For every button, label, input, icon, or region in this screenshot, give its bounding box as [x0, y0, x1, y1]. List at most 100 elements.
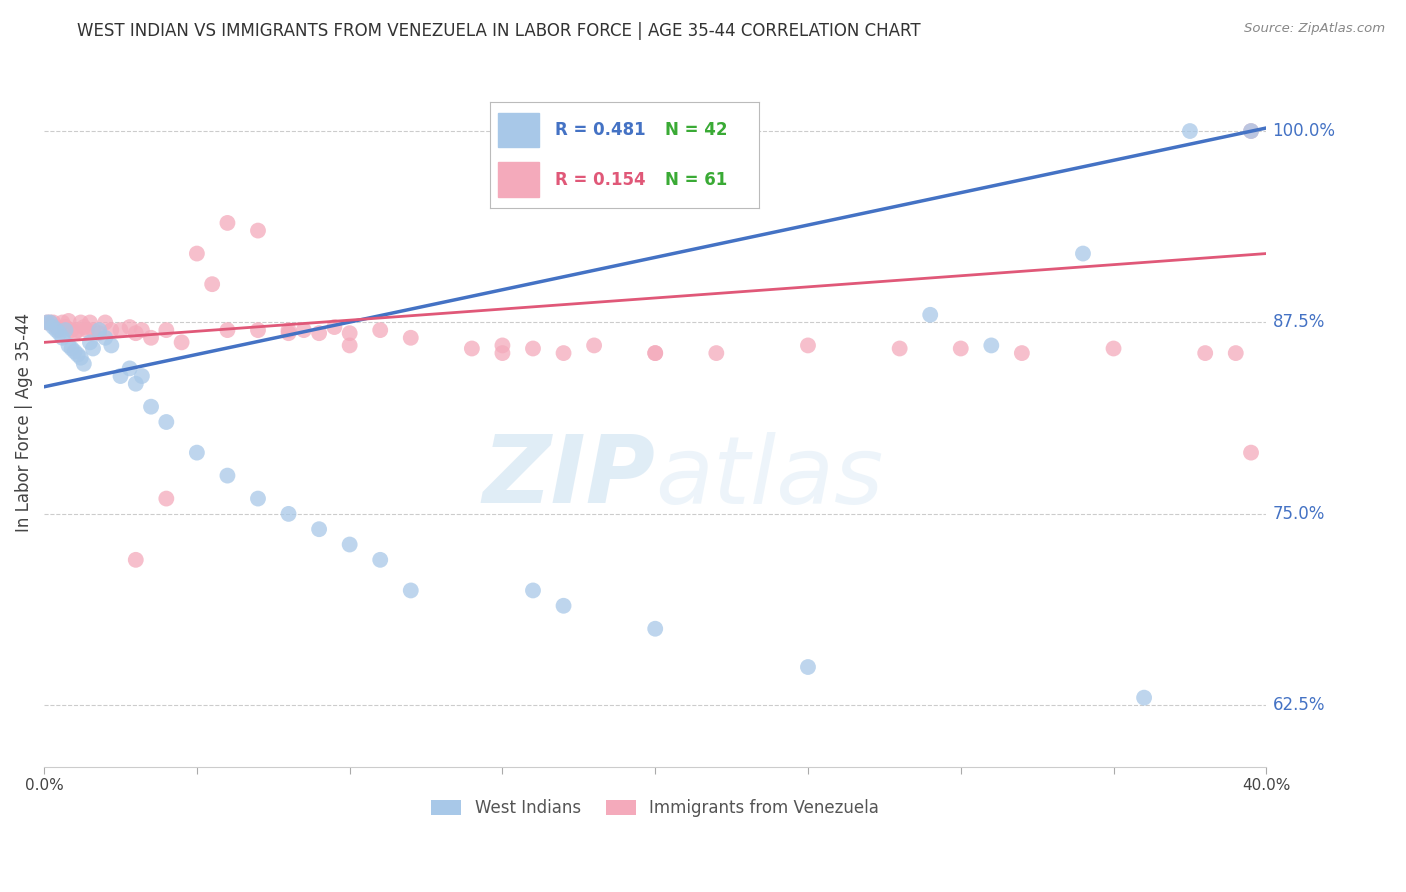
Point — [87, 323, 110, 337]
Point — [704, 346, 727, 360]
Point — [55, 323, 77, 337]
Point — [39, 316, 62, 330]
Point — [42, 316, 65, 330]
Point — [889, 342, 911, 356]
Text: atlas: atlas — [655, 432, 883, 523]
Point — [553, 599, 575, 613]
Point — [118, 361, 141, 376]
Point — [217, 468, 239, 483]
Point — [45, 323, 67, 337]
Point — [131, 369, 153, 384]
Point — [118, 320, 141, 334]
Point — [76, 323, 98, 337]
Point — [63, 344, 86, 359]
Point — [277, 326, 299, 341]
Point — [1240, 445, 1263, 459]
Point — [155, 491, 177, 506]
Point — [58, 314, 80, 328]
Point — [37, 316, 59, 330]
Point — [1133, 690, 1156, 705]
Point — [246, 491, 269, 506]
Point — [110, 369, 132, 384]
Point — [131, 323, 153, 337]
Point — [323, 320, 346, 334]
Point — [73, 320, 96, 334]
Point — [125, 553, 148, 567]
Point — [94, 316, 117, 330]
Point — [368, 553, 391, 567]
Point — [292, 323, 315, 337]
Point — [644, 346, 666, 360]
Text: 75.0%: 75.0% — [1272, 505, 1324, 523]
Point — [339, 326, 361, 341]
Point — [1071, 246, 1094, 260]
Point — [583, 338, 606, 352]
Point — [949, 342, 972, 356]
Point — [246, 223, 269, 237]
Point — [69, 316, 91, 330]
Point — [48, 323, 70, 337]
Point — [51, 316, 73, 330]
Point — [553, 346, 575, 360]
Point — [1240, 124, 1263, 138]
Point — [37, 316, 59, 330]
Text: 62.5%: 62.5% — [1272, 697, 1324, 714]
Point — [87, 326, 110, 341]
Point — [1011, 346, 1033, 360]
Point — [277, 323, 299, 337]
Point — [82, 323, 104, 337]
Point — [644, 346, 666, 360]
Text: ZIP: ZIP — [482, 431, 655, 523]
Point — [277, 507, 299, 521]
Point — [79, 316, 101, 330]
Text: 87.5%: 87.5% — [1272, 313, 1324, 332]
Point — [186, 445, 208, 459]
Point — [522, 583, 544, 598]
Legend: West Indians, Immigrants from Venezuela: West Indians, Immigrants from Venezuela — [425, 792, 886, 823]
Point — [155, 323, 177, 337]
Point — [186, 246, 208, 260]
Point — [60, 342, 83, 356]
Point — [125, 326, 148, 341]
Point — [63, 326, 86, 341]
Point — [155, 415, 177, 429]
Point — [94, 331, 117, 345]
Text: WEST INDIAN VS IMMIGRANTS FROM VENEZUELA IN LABOR FORCE | AGE 35-44 CORRELATION : WEST INDIAN VS IMMIGRANTS FROM VENEZUELA… — [77, 22, 921, 40]
Point — [1194, 346, 1216, 360]
Point — [1102, 342, 1125, 356]
Point — [66, 348, 89, 362]
Point — [66, 323, 89, 337]
Point — [399, 331, 422, 345]
Text: Source: ZipAtlas.com: Source: ZipAtlas.com — [1244, 22, 1385, 36]
Point — [42, 320, 65, 334]
Point — [797, 660, 820, 674]
Point — [60, 323, 83, 337]
Point — [1240, 124, 1263, 138]
Point — [48, 326, 70, 341]
Point — [339, 537, 361, 551]
Point — [139, 331, 162, 345]
Point — [980, 338, 1002, 352]
Point — [139, 400, 162, 414]
Point — [644, 622, 666, 636]
Point — [461, 342, 484, 356]
Point — [308, 326, 330, 341]
Point — [69, 351, 91, 365]
Point — [491, 346, 513, 360]
Point — [100, 338, 122, 352]
Point — [217, 216, 239, 230]
Point — [58, 338, 80, 352]
Text: 100.0%: 100.0% — [1272, 122, 1336, 140]
Point — [170, 335, 193, 350]
Point — [100, 323, 122, 337]
Point — [797, 338, 820, 352]
Point — [217, 323, 239, 337]
Point — [308, 522, 330, 536]
Point — [45, 320, 67, 334]
Point — [51, 331, 73, 345]
Point — [491, 338, 513, 352]
Point — [522, 342, 544, 356]
Point — [201, 277, 224, 292]
Point — [79, 335, 101, 350]
Point — [73, 357, 96, 371]
